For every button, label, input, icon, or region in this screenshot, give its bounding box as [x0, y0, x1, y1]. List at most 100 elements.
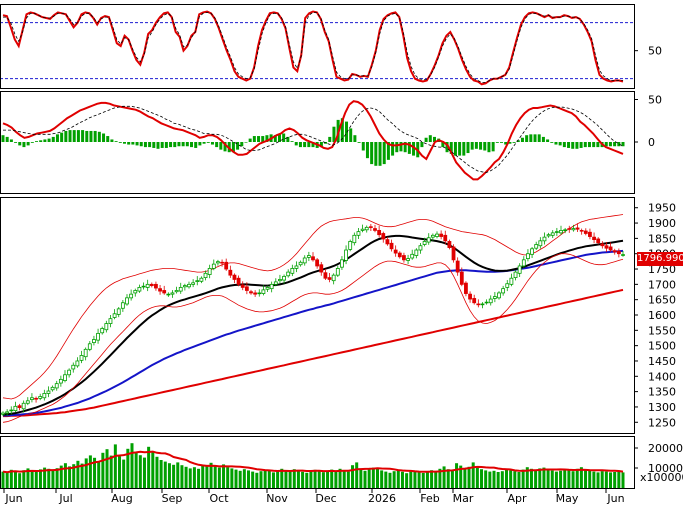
candle-body-44 — [182, 285, 187, 288]
macd-hist-bar-59 — [248, 138, 252, 142]
candle-body-79 — [327, 277, 332, 280]
x-tick-label-4: Oct — [209, 492, 229, 505]
volume-bar-68 — [284, 470, 288, 488]
volume-bar-138 — [575, 468, 579, 488]
macd-hist-bar-130 — [546, 139, 550, 142]
price-ytick-label-9: 1700 — [648, 278, 676, 291]
candle-body-8 — [34, 397, 38, 400]
volume-bar-78 — [326, 470, 330, 488]
candle-body-71 — [294, 265, 299, 269]
candle-body-103 — [426, 237, 431, 243]
macd-hist-bar-15 — [64, 130, 68, 142]
macd-hist-bar-147 — [617, 142, 621, 147]
x-tick-label-7: 2026 — [368, 492, 396, 505]
volume-bar-142 — [592, 471, 596, 488]
macd-hist-bar-137 — [575, 142, 579, 149]
volume-bar-121 — [504, 469, 508, 488]
price-ytick-label-14: 1950 — [648, 202, 676, 215]
candle-body-78 — [323, 272, 328, 279]
macd-hist-bar-30 — [127, 142, 131, 145]
candle-body-2 — [9, 409, 14, 412]
candle-body-41 — [170, 292, 175, 295]
volume-bar-56 — [234, 469, 238, 488]
volume-bar-136 — [567, 470, 571, 488]
candle-body-127 — [526, 253, 530, 260]
macd-hist-bar-3 — [14, 142, 18, 143]
volume-bar-41 — [172, 464, 176, 488]
macd-hist-bar-20 — [85, 130, 89, 142]
volume-bar-39 — [163, 461, 167, 488]
volume-bar-132 — [550, 470, 554, 488]
macd-hist-bar-89 — [374, 142, 378, 166]
candle-body-135 — [559, 230, 563, 234]
macd-hist-bar-142 — [596, 142, 600, 148]
macd-hist-bar-136 — [571, 142, 575, 149]
volume-bar-6 — [26, 468, 30, 488]
volume-bar-66 — [276, 471, 280, 488]
macd-hist-bar-148 — [621, 142, 625, 147]
volume-bar-72 — [301, 471, 305, 488]
volume-bar-139 — [579, 467, 583, 488]
candle-body-83 — [344, 249, 348, 261]
candle-body-48 — [199, 277, 204, 282]
macd-hist-bar-119 — [500, 142, 504, 143]
candle-body-6 — [25, 400, 30, 404]
volume-bar-20 — [84, 458, 88, 488]
candle-body-52 — [216, 261, 220, 264]
macd-hist-bar-128 — [537, 134, 541, 142]
volume-bar-91 — [380, 470, 384, 488]
macd-hist-bar-11 — [47, 138, 51, 142]
candle-body-72 — [298, 261, 303, 266]
candle-body-12 — [50, 386, 55, 391]
macd-hist-bar-126 — [529, 134, 533, 142]
candle-body-13 — [54, 383, 59, 389]
volume-bar-76 — [317, 471, 321, 488]
volume-bar-71 — [296, 470, 300, 488]
volume-bar-92 — [384, 471, 388, 488]
volume-bar-53 — [222, 464, 226, 488]
macd-hist-bar-16 — [68, 130, 72, 142]
macd-hist-bar-84 — [353, 135, 357, 142]
x-tick-label-3: Sep — [162, 492, 183, 505]
candle-body-145 — [600, 243, 605, 247]
macd-hist-bar-97 — [407, 142, 411, 154]
macd-hist-bar-102 — [428, 135, 432, 142]
macd-hist-bar-108 — [453, 142, 457, 156]
macd-hist-bar-52 — [219, 142, 223, 150]
macd-hist-bar-141 — [592, 142, 596, 148]
volume-bar-118 — [492, 470, 496, 488]
x-tick-label-8: Feb — [420, 492, 439, 505]
volume-bar-45 — [188, 468, 192, 488]
volume-bar-40 — [167, 463, 171, 488]
volume-bar-135 — [563, 470, 567, 488]
candle-body-74 — [306, 255, 311, 258]
macd-hist-bar-72 — [303, 142, 307, 148]
candle-body-121 — [501, 288, 506, 294]
macd-hist-bar-82 — [345, 121, 349, 142]
volume-bar-122 — [509, 470, 513, 488]
macd-hist-bar-138 — [579, 142, 583, 148]
volume-bar-105 — [438, 468, 442, 488]
candle-body-81 — [335, 268, 340, 276]
volume-bar-29 — [122, 459, 126, 488]
candle-body-115 — [476, 303, 481, 306]
macd-hist-bar-42 — [177, 142, 181, 147]
macd-hist-bar-132 — [554, 142, 558, 145]
macd-hist-bar-86 — [361, 142, 365, 151]
macd-hist-bar-103 — [432, 136, 436, 142]
volume-bar-52 — [217, 467, 221, 488]
price-ytick-label-10: 1750 — [648, 263, 676, 276]
macd-hist-bar-110 — [462, 142, 466, 156]
macd-hist-bar-100 — [420, 142, 424, 148]
volume-bar-18 — [76, 460, 80, 488]
volume-bar-55 — [230, 468, 234, 488]
macd-hist-bar-116 — [487, 142, 491, 153]
macd-hist-bar-112 — [470, 142, 474, 150]
candle-body-32 — [133, 290, 138, 294]
volume-bar-117 — [488, 471, 492, 488]
candle-body-36 — [149, 283, 154, 286]
candle-body-43 — [178, 287, 183, 292]
volume-bar-44 — [184, 466, 188, 488]
macd-hist-bar-124 — [520, 137, 524, 142]
macd-hist-bar-93 — [391, 142, 395, 156]
